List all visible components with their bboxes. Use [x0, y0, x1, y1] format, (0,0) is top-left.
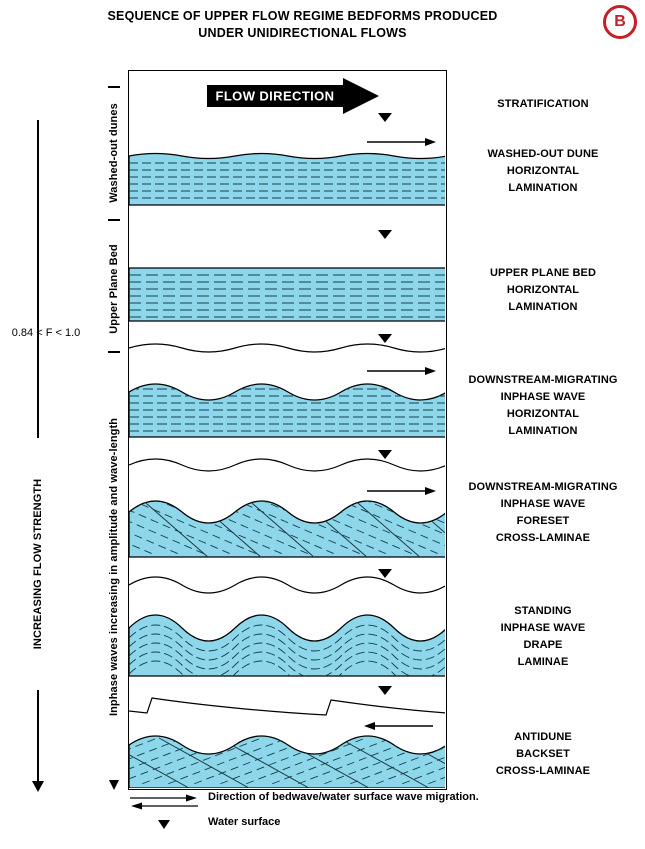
bed-shape	[129, 614, 445, 677]
panel-antidune-backset	[129, 686, 445, 788]
inphase-axis-arrowhead-icon	[109, 780, 119, 790]
legend-water-surface-label: Water surface	[208, 816, 281, 828]
migration-arrow-right-icon	[367, 487, 436, 495]
water-surface-marker-icon	[378, 450, 392, 459]
migration-arrow-right-icon	[367, 367, 436, 375]
water-surface-marker-icon	[378, 230, 392, 239]
label-washed-out-dune: WASHED-OUT DUNE HORIZONTAL LAMINATION	[487, 148, 599, 195]
panel-washed-out-dune	[129, 113, 445, 206]
water-surface-marker-icon	[378, 334, 392, 343]
water-surface-wave	[129, 343, 445, 353]
label-antidune-backset: ANTIDUNE BACKSET CROSS-LAMINAE	[495, 731, 591, 778]
zone-label-inphase-waves: Inphase waves increasing in amplitude an…	[108, 417, 121, 717]
panel-standing-inphase-drape	[129, 569, 445, 677]
zone-tick	[108, 86, 120, 88]
flow-direction-label: FLOW DIRECTION	[216, 89, 335, 104]
panel-letter-badge: B	[603, 5, 637, 39]
breaking-wave-surface	[129, 697, 445, 716]
bedform-diagram-box: FLOW DIRECTION	[128, 70, 447, 790]
water-surface-wave	[129, 576, 445, 594]
zone-label-washed-out-dunes: Washed-out dunes	[108, 103, 120, 203]
bed-shape	[129, 383, 445, 438]
water-surface-marker-icon	[378, 686, 392, 695]
water-surface-marker-icon	[378, 113, 392, 122]
panel-upper-plane-bed	[129, 230, 445, 322]
stratification-header: STRATIFICATION	[497, 98, 589, 110]
flow-strength-axis-line-bottom	[37, 690, 39, 782]
flow-direction-arrow: FLOW DIRECTION	[207, 78, 379, 114]
migration-arrow-left-icon	[364, 722, 433, 730]
bed-shape	[129, 152, 445, 206]
label-upper-plane-bed: UPPER PLANE BED HORIZONTAL LAMINATION	[489, 267, 597, 314]
migration-direction-arrows-icon	[130, 794, 198, 810]
horizontal-laminae	[129, 274, 445, 318]
bed-shape	[129, 500, 445, 558]
bed-shape	[129, 267, 445, 322]
panel-inphase-foreset	[129, 450, 445, 558]
bedform-diagram-svg: FLOW DIRECTION	[129, 78, 445, 788]
legend-migration-label: Direction of bedwave/water surface wave …	[208, 791, 479, 803]
label-inphase-foreset: DOWNSTREAM-MIGRATING INPHASE WAVE FORESE…	[468, 481, 618, 545]
zone-tick	[108, 351, 120, 353]
zone-label-upper-plane-bed: Upper Plane Bed	[108, 244, 120, 334]
water-surface-wave	[129, 458, 445, 472]
panel-inphase-horizontal	[129, 334, 445, 438]
zone-tick	[108, 219, 120, 221]
panel-letter: B	[614, 13, 626, 30]
water-surface-marker-icon	[158, 820, 170, 829]
froude-range-label: 0.84 < F < 1.0	[11, 327, 81, 339]
figure-title: SEQUENCE OF UPPER FLOW REGIME BEDFORMS P…	[107, 9, 498, 40]
migration-arrow-right-icon	[367, 138, 436, 146]
flow-strength-axis-label: INCREASING FLOW STRENGTH	[32, 478, 45, 650]
horizontal-laminae	[129, 162, 445, 199]
flow-strength-arrowhead-icon	[32, 781, 44, 792]
foreset-cross-laminae	[129, 501, 445, 556]
label-inphase-horizontal: DOWNSTREAM-MIGRATING INPHASE WAVE HORIZO…	[468, 374, 618, 438]
label-standing-drape: STANDING INPHASE WAVE DRAPE LAMINAE	[500, 605, 586, 669]
bed-shape	[129, 735, 445, 788]
water-surface-marker-icon	[378, 569, 392, 578]
flow-strength-axis-line-top	[37, 120, 39, 438]
